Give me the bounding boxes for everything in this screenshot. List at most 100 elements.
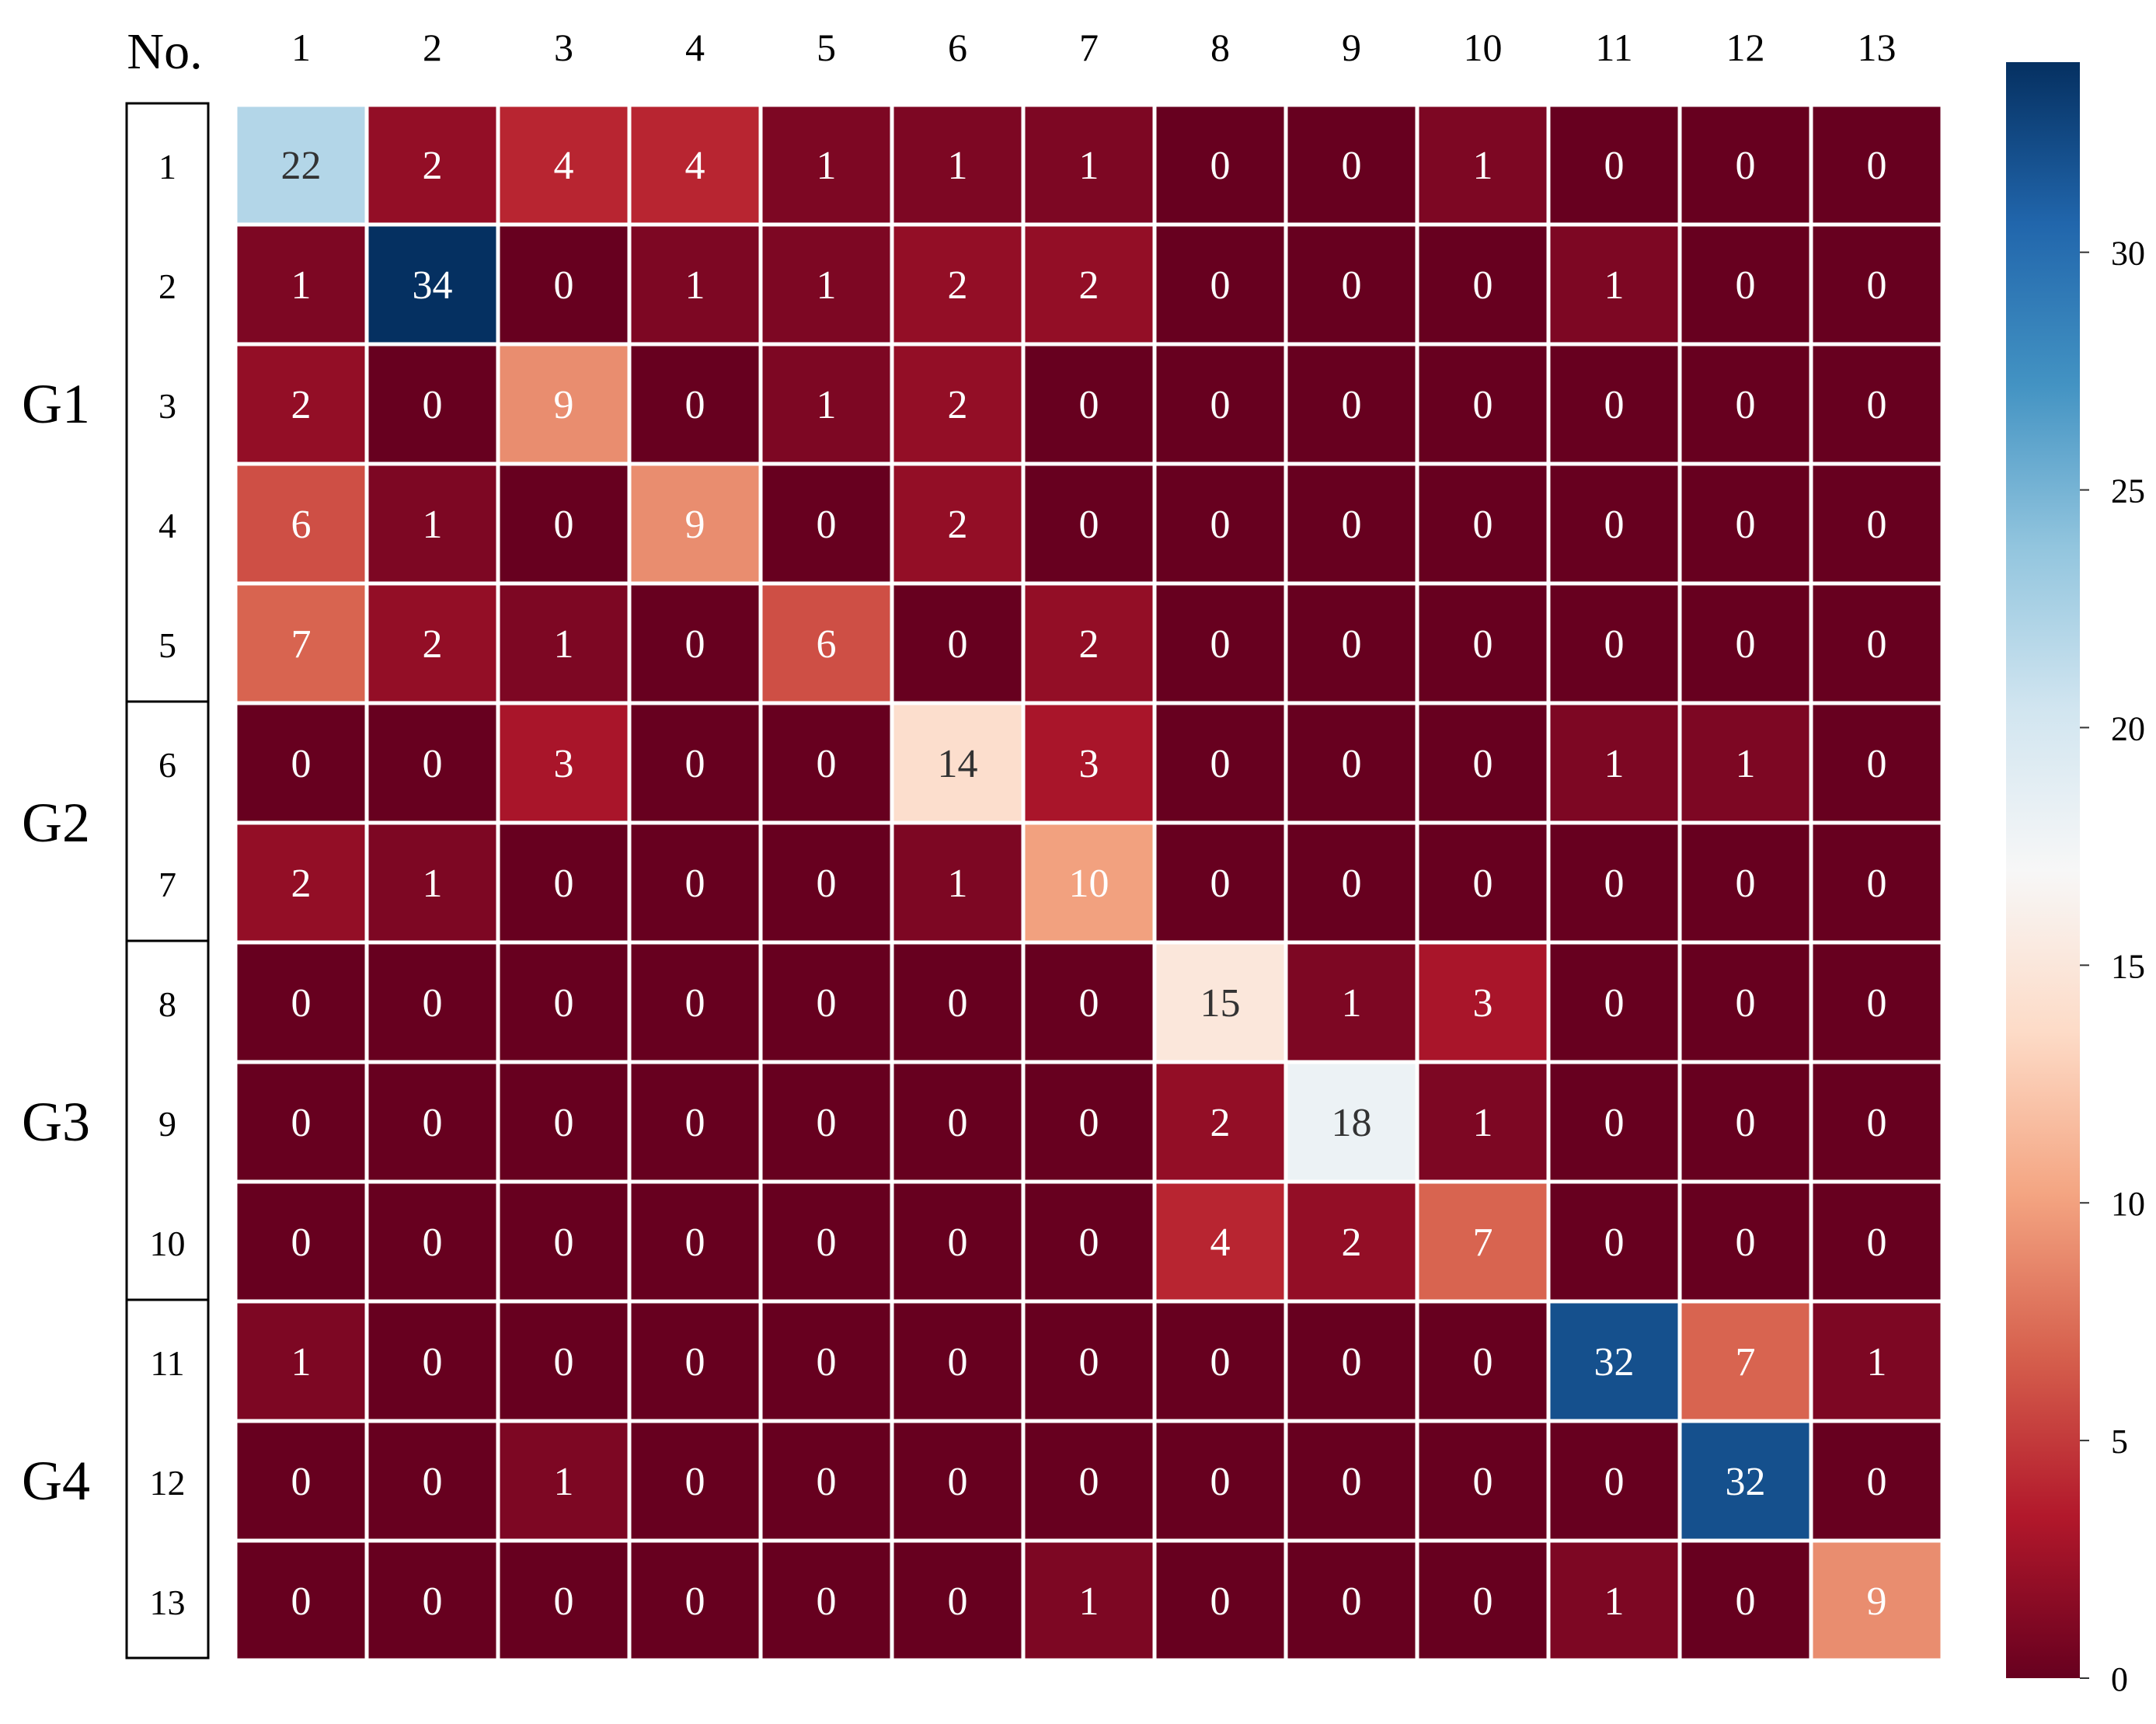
colorbar-tick-label: 5	[2111, 1423, 2128, 1461]
heatmap-cell	[1546, 940, 1682, 1064]
cell-value-label: 1	[423, 862, 443, 906]
cell-value-label: 0	[1473, 862, 1493, 906]
cell-value-label: 0	[1079, 981, 1099, 1026]
group-label: G3	[22, 1091, 90, 1153]
cell-value-label: 1	[423, 503, 443, 547]
cell-value-label: 0	[1867, 622, 1887, 667]
heatmap-cell	[890, 701, 1026, 825]
colorbar-tick-label: 20	[2111, 709, 2145, 747]
heatmap-cell	[233, 1299, 369, 1423]
cell-value-label: 1	[1867, 1340, 1887, 1384]
column-label: 9	[1342, 26, 1361, 69]
cell-value-label: 0	[291, 742, 312, 786]
column-label: 8	[1210, 26, 1230, 69]
heatmap-cell	[758, 103, 894, 227]
cell-value-label: 0	[1210, 383, 1231, 427]
cell-value-label: 0	[423, 1460, 443, 1504]
cell-value-label: 0	[1342, 144, 1362, 188]
heatmap-cell	[758, 940, 894, 1064]
row-label: 2	[158, 266, 176, 306]
cell-value-label: 1	[817, 383, 837, 427]
cell-value-label: 0	[1342, 503, 1362, 547]
cell-value-label: 0	[817, 1579, 837, 1624]
heatmap-cell	[1152, 581, 1288, 705]
heatmap-cell	[1677, 940, 1813, 1064]
cell-value-label: 0	[817, 862, 837, 906]
heatmap-cell	[364, 820, 500, 945]
heatmap-cell	[496, 222, 632, 347]
row-label: 11	[150, 1343, 184, 1383]
cell-value-label: 15	[1200, 981, 1241, 1026]
cell-value-label: 2	[948, 383, 968, 427]
row-label: 1	[158, 147, 176, 186]
heatmap-cell	[1809, 701, 1945, 825]
heatmap-cell	[1677, 1419, 1813, 1543]
column-label: 3	[554, 26, 573, 69]
cell-value-label: 0	[817, 1460, 837, 1504]
heatmap-cell	[1283, 342, 1419, 466]
column-label: 5	[817, 26, 836, 69]
cell-value-label: 1	[817, 263, 837, 308]
heatmap-cell	[758, 1538, 894, 1663]
cell-value-label: 0	[1473, 742, 1493, 786]
column-label: 10	[1464, 26, 1503, 69]
cell-value-label: 0	[1867, 1460, 1887, 1504]
cell-value-label: 0	[1210, 742, 1231, 786]
cell-value-label: 0	[554, 1101, 574, 1145]
heatmap-cell	[364, 222, 500, 347]
heatmap-cell	[1809, 1299, 1945, 1423]
row-frame-border	[125, 102, 210, 1660]
cell-value-label: 4	[685, 144, 705, 188]
cell-value-label: 0	[1604, 1221, 1625, 1265]
heatmap-cell	[364, 581, 500, 705]
column-label: 4	[685, 26, 705, 69]
cell-value-label: 2	[423, 622, 443, 667]
cell-value-label: 0	[423, 1101, 443, 1145]
heatmap-cell	[1415, 940, 1551, 1064]
heatmap-cell	[1415, 342, 1551, 466]
cell-value-label: 0	[685, 1340, 705, 1384]
cell-value-label: 0	[1604, 622, 1625, 667]
cell-value-label: 0	[685, 981, 705, 1026]
cell-value-label: 0	[291, 981, 312, 1026]
heatmap-cell	[1415, 1179, 1551, 1304]
cell-value-label: 9	[1867, 1579, 1887, 1624]
heatmap-cell	[364, 701, 500, 825]
cell-value-label: 0	[291, 1101, 312, 1145]
cell-value-label: 0	[817, 1101, 837, 1145]
cell-value-label: 0	[1736, 1579, 1756, 1624]
cell-value-label: 7	[291, 622, 312, 667]
heatmap-cell	[1546, 1419, 1682, 1543]
heatmap-cell	[1021, 1538, 1157, 1663]
colorbar-gradient	[2006, 62, 2080, 1678]
cell-value-label: 0	[554, 1579, 574, 1624]
heatmap-cell	[1677, 820, 1813, 945]
cell-value-label: 0	[1604, 503, 1625, 547]
column-label: 1	[291, 26, 311, 69]
cell-value-label: 0	[554, 981, 574, 1026]
heatmap-cell	[1415, 461, 1551, 586]
cell-value-label: 0	[1210, 622, 1231, 667]
cell-value-label: 3	[1079, 742, 1099, 786]
cell-value-label: 0	[1079, 1460, 1099, 1504]
cell-value-label: 0	[1342, 1460, 1362, 1504]
heatmap-cell	[1283, 820, 1419, 945]
row-label: 4	[158, 506, 176, 545]
heatmap-cell	[496, 1538, 632, 1663]
group-label: G4	[22, 1450, 90, 1512]
cell-value-label: 3	[554, 742, 574, 786]
cell-value-label: 0	[817, 1340, 837, 1384]
heatmap-cell	[1809, 940, 1945, 1064]
heatmap-cell	[1283, 103, 1419, 227]
cell-value-label: 0	[1867, 503, 1887, 547]
cell-value-label: 34	[413, 263, 453, 308]
heatmap-cell	[627, 342, 763, 466]
column-label: 11	[1595, 26, 1632, 69]
column-label: 7	[1079, 26, 1099, 69]
heatmap-cell	[1546, 701, 1682, 825]
heatmap-cell	[890, 940, 1026, 1064]
heatmap-cell	[1546, 103, 1682, 227]
cell-value-label: 0	[1210, 1460, 1231, 1504]
cell-value-label: 14	[938, 742, 978, 786]
